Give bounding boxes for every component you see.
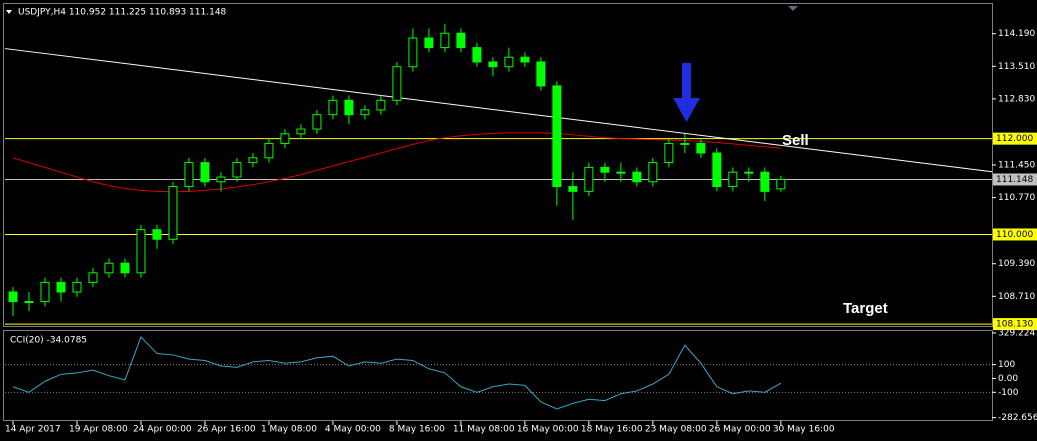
candle-body (200, 162, 210, 183)
candle-body (568, 186, 578, 192)
candle-body (40, 281, 50, 303)
candle-body (472, 47, 482, 63)
candle-body (344, 99, 354, 116)
y-tick-label: 109.390 (998, 259, 1035, 269)
candle-body (360, 109, 370, 116)
x-tick-label: 26 Apr 16:00 (197, 425, 256, 435)
candle-body (456, 32, 466, 49)
candle-body (232, 162, 242, 178)
indicator-y-tick-label: 100 (998, 360, 1015, 370)
moving-average (12, 132, 781, 193)
candle-body (680, 142, 690, 145)
candle-body (328, 99, 338, 116)
candle-body (136, 229, 146, 274)
shift-marker (788, 6, 798, 11)
level-label: 110.000 (996, 230, 1033, 240)
candle-body (600, 166, 610, 173)
y-tick-label: 112.830 (998, 94, 1035, 104)
indicator-title: CCI(20) -34.0785 (10, 336, 87, 346)
x-tick-label: 14 Apr 2017 (5, 425, 61, 435)
x-tick-label: 8 May 16:00 (389, 425, 445, 435)
candle-body (440, 32, 450, 49)
candle-body (168, 186, 178, 240)
candle-body (312, 114, 322, 130)
candle-body (760, 171, 770, 192)
x-tick-label: 18 May 16:00 (581, 425, 643, 435)
chart-title: USDJPY,H4 110.952 111.225 110.893 111.14… (18, 8, 227, 18)
candle-body (536, 61, 546, 87)
candle-body (728, 171, 738, 188)
candle-body (632, 171, 642, 183)
candle-body (696, 142, 706, 154)
x-tick-label: 26 May 00:00 (709, 425, 771, 435)
indicator-y-tick-label: -100 (998, 388, 1019, 398)
candle-body (744, 171, 754, 174)
candle-body (488, 61, 498, 68)
level-label-box (993, 228, 1037, 241)
candle-body (424, 37, 434, 49)
candle-body (72, 281, 82, 293)
y-tick-label: 113.510 (998, 62, 1035, 72)
candle-body (664, 142, 674, 164)
candle-body (248, 157, 258, 164)
candle-body (120, 262, 130, 274)
x-tick-label: 24 Apr 00:00 (133, 425, 192, 435)
candle-body (24, 301, 34, 304)
candle-body (408, 37, 418, 68)
x-tick-label: 16 May 00:00 (517, 425, 579, 435)
level-label-box (993, 173, 1037, 186)
candle-body (296, 128, 306, 135)
x-tick-label: 23 May 08:00 (645, 425, 707, 435)
level-label-box (993, 132, 1037, 145)
candle-body (392, 66, 402, 101)
level-label: 112.000 (996, 134, 1033, 144)
y-tick-label: 110.770 (998, 193, 1035, 203)
candle-body (552, 85, 562, 188)
down-arrow (673, 63, 700, 122)
indicator-y-tick-label: 329.2247 (998, 328, 1037, 338)
candle-body (88, 272, 98, 283)
y-tick-label: 114.190 (998, 29, 1035, 39)
candle-body (712, 152, 722, 188)
candle-body (776, 178, 786, 190)
indicator-y-tick-label: -282.6567 (998, 413, 1037, 423)
x-tick-label: 19 Apr 08:00 (69, 425, 128, 435)
cci-line (12, 336, 782, 410)
candle-body (280, 133, 290, 144)
target-label: Target (843, 300, 888, 317)
candle-body (504, 56, 514, 68)
candle-body (104, 262, 114, 274)
level-label-box (993, 318, 1037, 331)
y-tick-label: 108.710 (998, 292, 1035, 302)
candle-body (584, 166, 594, 192)
level-label: 111.148 (996, 175, 1033, 185)
x-tick-label: 1 May 08:00 (261, 425, 317, 435)
candle-body (520, 56, 530, 63)
candle-body (56, 281, 66, 293)
y-tick-label: 111.450 (998, 161, 1035, 171)
candle-body (184, 162, 194, 188)
candle-body (8, 291, 18, 303)
sell-label: Sell (782, 132, 809, 149)
x-tick-label: 11 May 08:00 (453, 425, 515, 435)
indicator-y-tick-label: 0.00 (998, 374, 1018, 384)
candle-body (152, 229, 162, 240)
menu-arrow (6, 10, 12, 14)
x-tick-label: 4 May 00:00 (325, 425, 381, 435)
candle-body (616, 171, 626, 174)
indicator-frame (3, 330, 993, 421)
candle-body (376, 99, 386, 111)
candle-body (264, 142, 274, 159)
x-tick-label: 30 May 16:00 (773, 425, 835, 435)
level-label: 108.130 (996, 320, 1033, 330)
candle-body (648, 162, 658, 183)
candle-body (216, 176, 226, 183)
trendline (4, 48, 993, 173)
